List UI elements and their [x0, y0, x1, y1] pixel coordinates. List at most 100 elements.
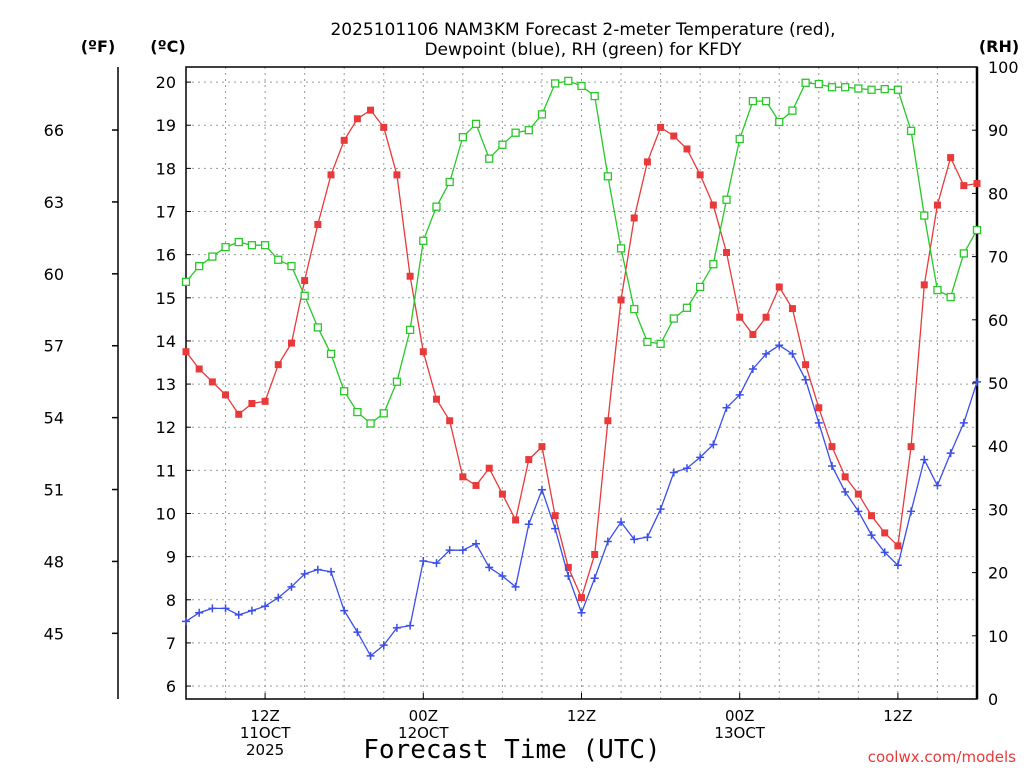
series-0-point-17 [406, 272, 414, 280]
series-1-point-28 [551, 524, 560, 533]
series-2-point-17 [405, 325, 415, 335]
series-2-point-45 [775, 117, 784, 127]
series-1-point-54 [893, 561, 902, 570]
series-2-point-60 [972, 225, 982, 235]
celsius-tick-label-9: 9 [166, 548, 176, 567]
series-2-point-16 [392, 377, 402, 386]
series-1-point-16 [392, 623, 401, 632]
series-0-point-26 [525, 456, 533, 464]
x-axis-title: Forecast Time (UTC) [363, 735, 660, 765]
celsius-tick-label-6: 6 [166, 677, 176, 696]
series-1-point-26 [524, 520, 533, 529]
series-2-point-56 [920, 211, 929, 220]
series-1-point-59 [959, 418, 968, 427]
series-0-point-60 [973, 179, 981, 187]
series-0-point-47 [802, 361, 810, 369]
series-2-point-5 [247, 241, 257, 250]
x-tick-label-48-0: 00Z [725, 707, 754, 725]
series-0-point-19 [432, 395, 440, 403]
series-2-point-1 [195, 261, 204, 271]
axes: 4548515457606366678910111213141516171819… [44, 58, 1019, 759]
x-tick-label-36-0: 12Z [567, 707, 596, 725]
celsius-axis-label: (ºC) [150, 37, 185, 56]
series-1-point-27 [537, 485, 546, 494]
series-2-point-8 [287, 261, 296, 271]
celsius-tick-label-20: 20 [156, 73, 176, 92]
fahrenheit-tick-label-51: 51 [44, 481, 64, 500]
series-0-point-2 [208, 378, 216, 386]
series-0-point-46 [788, 305, 796, 313]
series-2-point-47 [801, 78, 810, 87]
series-0-point-13 [353, 115, 361, 123]
fahrenheit-tick-label-60: 60 [44, 265, 64, 284]
series-1-point-40 [709, 440, 718, 449]
series-1-point-1 [195, 608, 204, 617]
series-0-point-41 [723, 249, 731, 257]
rh-tick-label-60: 60 [988, 311, 1008, 330]
series-2-point-46 [788, 106, 797, 115]
rh-tick-label-100: 100 [988, 58, 1019, 77]
series-2-point-44 [761, 96, 771, 106]
series-1-point-50 [841, 487, 850, 496]
series-2-point-14 [366, 419, 375, 428]
rh-tick-label-10: 10 [988, 627, 1008, 646]
series-0-point-34 [630, 214, 638, 222]
rh-axis-label: (RH) [979, 37, 1019, 56]
series-1-point-46 [788, 349, 797, 358]
series-1-point-60 [973, 377, 981, 386]
series-1-point-42 [735, 390, 744, 399]
series-1-point-24 [498, 572, 507, 581]
series-2-point-55 [906, 126, 916, 135]
series-1-point-34 [630, 535, 639, 544]
series-2-point-52 [867, 85, 876, 94]
series-2-point-30 [577, 81, 586, 91]
series-1-point-39 [696, 453, 705, 462]
series-2-point-24 [498, 140, 507, 149]
fahrenheit-axis-label: (ºF) [81, 37, 116, 56]
series-1-point-18 [419, 556, 428, 565]
series-1-point-17 [406, 621, 415, 630]
series-0-point-31 [591, 550, 599, 558]
series-0-point-38 [683, 145, 691, 153]
series-0-point-39 [696, 171, 704, 179]
x-tick-label-12-1: 11OCT [240, 724, 291, 742]
series-2-point-51 [854, 84, 863, 93]
series-0 [182, 106, 981, 602]
series-0-point-28 [551, 512, 559, 520]
series-0-point-48 [815, 404, 823, 412]
series-2-point-29 [564, 76, 573, 86]
series-2-point-53 [880, 84, 889, 94]
series-2-point-57 [933, 285, 942, 295]
series-1-point-43 [748, 364, 757, 373]
series-1-point-35 [643, 533, 652, 542]
series-1-point-53 [880, 548, 889, 557]
series-2-point-33 [616, 244, 626, 253]
series-0-point-3 [222, 391, 230, 399]
series-1-point-30 [577, 608, 586, 617]
series-1-point-0 [182, 617, 190, 626]
series-2-point-21 [458, 133, 468, 142]
series-0-point-55 [907, 443, 915, 451]
series-2-point-37 [669, 314, 678, 323]
series-2-point-59 [959, 249, 968, 258]
rh-tick-label-90: 90 [988, 121, 1008, 140]
fahrenheit-tick-label-66: 66 [44, 121, 64, 140]
series-1-point-25 [511, 582, 520, 591]
series-0-point-4 [235, 410, 243, 418]
x-tick-label-24-1: 12OCT [398, 724, 449, 742]
series-1-point-49 [827, 462, 836, 471]
series-1-point-19 [432, 559, 441, 568]
series-0-point-27 [538, 443, 546, 451]
series-0-point-36 [657, 123, 665, 131]
series-2-point-0 [181, 277, 191, 287]
celsius-tick-label-17: 17 [156, 203, 176, 222]
rh-tick-label-70: 70 [988, 248, 1008, 267]
fahrenheit-tick-label-54: 54 [44, 409, 64, 428]
celsius-tick-label-19: 19 [156, 116, 176, 135]
series-0-point-50 [841, 473, 849, 481]
series-0-point-37 [670, 132, 678, 140]
rh-tick-label-20: 20 [988, 564, 1008, 583]
series-2-point-38 [682, 303, 692, 312]
chart-title: 2025101106 NAM3KM Forecast 2-meter Tempe… [330, 20, 835, 40]
